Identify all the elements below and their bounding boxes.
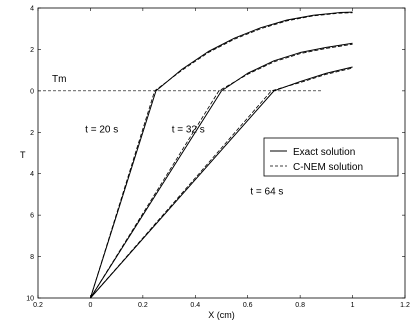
tick-labels: 0.2 0 0.2 0.4 0.6 0.8 1 1.2 10 8 6 4 2 0 2 4 [26,6,410,310]
y-tick-label: 6 [30,213,34,220]
exact-solution-line [90,66,353,299]
series-layer [89,11,353,299]
legend-box [263,137,399,177]
plot-frame [37,7,406,299]
x-tick-label: 1 [351,302,355,309]
x-tick-label: 0.2 [138,302,148,309]
y-tick-label: 10 [26,296,34,303]
x-tick-label: 0 [88,302,92,309]
y-tick-label: 4 [30,6,34,13]
y-tick-label: 4 [30,171,34,178]
x-axis-label: X (cm) [208,310,235,320]
cnem-solution-line [90,43,353,299]
time-annotation: t = 64 s [250,186,283,197]
legend-label-exact: Exact solution [293,147,355,158]
exact-solution-line [90,42,353,299]
x-tick-label: 0.2 [33,302,43,309]
cnem-solution-line [90,67,353,299]
ticks [37,7,406,299]
y-tick-label: 2 [30,47,34,54]
legend-label-cnem: C-NEM solution [293,162,363,173]
x-tick-label: 0.6 [243,302,253,309]
y-axis-label: T [20,150,26,160]
time-annotation: t = 20 s [85,124,118,135]
legend: Exact solution C-NEM solution [263,137,399,177]
annotations: t = 20 s t = 32 s t = 64 s [85,124,283,197]
x-tick-label: 0.8 [295,302,305,309]
x-tick-label: 1.2 [400,302,410,309]
x-tick-label: 0.4 [190,302,200,309]
time-annotation: t = 32 s [172,124,205,135]
y-tick-label: 8 [30,254,34,261]
y-tick-label: 2 [30,130,34,137]
cnem-solution-line [90,12,353,299]
tm-label: Tm [52,74,66,85]
y-tick-label: 0 [30,88,34,95]
